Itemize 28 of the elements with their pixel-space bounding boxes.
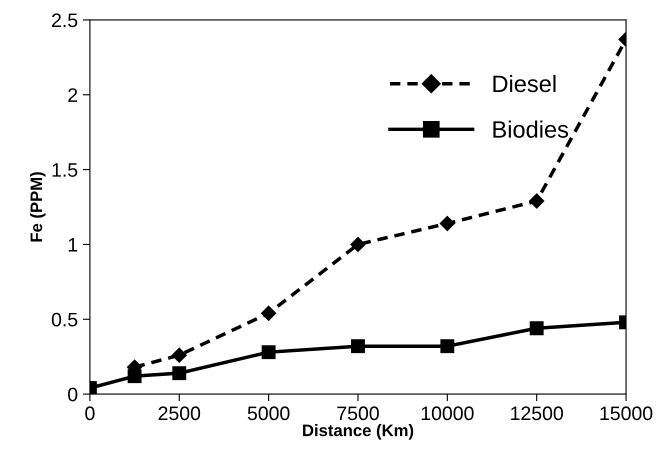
point (172, 366, 186, 380)
y-tick-label: 0.5 (52, 312, 78, 327)
x-axis-title: Distance (Km) (303, 424, 414, 440)
point (128, 369, 142, 384)
x-tick-label: 7500 (337, 406, 379, 420)
x-tick-label: 15000 (600, 406, 652, 420)
point (440, 339, 454, 354)
y-tick-label: 1 (68, 238, 78, 252)
point (262, 345, 276, 360)
point (440, 216, 455, 232)
point (261, 306, 276, 321)
x-tick-label: 0 (85, 406, 95, 420)
y-tick-label: 1.5 (52, 163, 78, 177)
legend-label: Diesel (493, 74, 556, 92)
point (350, 236, 366, 252)
point (529, 193, 544, 209)
point (172, 348, 187, 363)
y-axis-title: Fe (PPM) (30, 172, 46, 242)
y-tick-label: 0 (68, 388, 78, 402)
y-tick-label: 2 (68, 88, 78, 102)
legend-label: Biodies (493, 120, 568, 138)
point (351, 339, 365, 354)
x-tick-label: 10000 (422, 406, 474, 420)
x-tick-label: 12500 (511, 406, 563, 420)
x-tick-label: 2500 (158, 406, 200, 420)
y-tick-label: 2.5 (52, 13, 78, 28)
x-tick-label: 5000 (248, 406, 290, 420)
point (530, 321, 544, 336)
